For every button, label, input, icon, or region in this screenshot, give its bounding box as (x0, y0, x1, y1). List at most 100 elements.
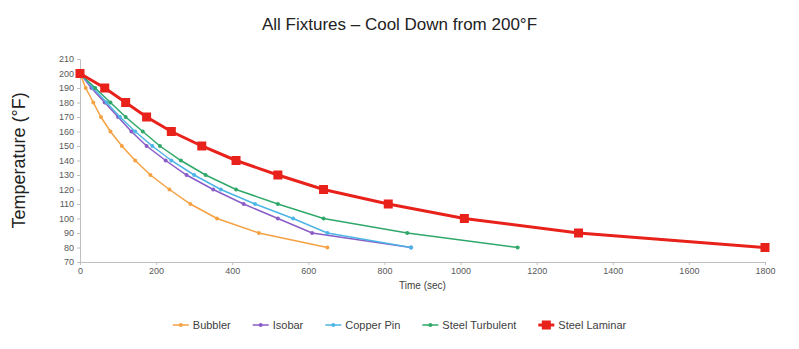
x-tick-mark (384, 262, 385, 265)
y-tick-mark (77, 132, 80, 133)
x-tick: 0 (78, 262, 83, 276)
series-line (80, 74, 765, 248)
x-tick-label: 600 (301, 266, 316, 276)
series (78, 72, 520, 250)
x-tick-mark (232, 262, 233, 265)
point (93, 86, 97, 90)
legend-item: Bubbler (173, 319, 231, 331)
point (118, 115, 122, 119)
point (232, 156, 241, 165)
legend-marker (428, 323, 432, 327)
point (409, 246, 413, 250)
y-tick-label: 210 (59, 54, 74, 64)
series (76, 69, 770, 252)
y-tick: 210 (59, 54, 80, 64)
y-tick-label: 160 (59, 127, 74, 137)
legend-label: Steel Turbulent (442, 319, 516, 331)
y-tick-label: 140 (59, 156, 74, 166)
x-tick-label: 800 (377, 266, 392, 276)
y-tick-label: 90 (64, 228, 74, 238)
point (148, 173, 152, 177)
series-line (80, 74, 327, 248)
x-tick-label: 1200 (527, 266, 547, 276)
x-tick-label: 200 (149, 266, 164, 276)
title: All Fixtures – Cool Down from 200°F (262, 15, 537, 34)
point (164, 159, 168, 163)
point (179, 159, 183, 163)
y-tick: 100 (59, 214, 80, 224)
series (78, 72, 413, 250)
point (405, 231, 409, 235)
chart: All Fixtures – Cool Down from 200°F 0 200 4… (0, 0, 799, 349)
point (325, 246, 329, 250)
x-tick-mark (613, 262, 614, 265)
x-tick: 1000 (451, 262, 471, 276)
y-tick-mark (77, 190, 80, 191)
y-axis-line (77, 60, 81, 263)
point (215, 217, 219, 221)
point (219, 188, 223, 192)
y-tick: 110 (60, 199, 80, 209)
point (242, 202, 246, 206)
series-line (80, 74, 518, 248)
legend-marker (179, 323, 183, 327)
point (291, 217, 295, 221)
y-tick: 160 (59, 127, 80, 137)
y-tick-mark (77, 175, 80, 176)
y-tick-mark (77, 248, 80, 249)
y-tick: 90 (64, 228, 80, 238)
point (100, 84, 109, 93)
point (133, 159, 137, 163)
point (84, 86, 88, 90)
point (276, 202, 280, 206)
y-tick-mark (77, 59, 80, 60)
x-axis-title: Time (sec) (399, 280, 446, 291)
x-tick: 1800 (755, 262, 775, 276)
point (142, 113, 151, 122)
x-tick-mark (308, 262, 309, 265)
series-line (80, 74, 411, 248)
point (319, 185, 328, 194)
legend-label: Copper Pin (345, 319, 400, 331)
series-line (80, 74, 411, 248)
y-tick-label: 110 (60, 199, 74, 209)
legend-marker (331, 323, 335, 327)
y-tick-mark (77, 103, 80, 104)
point (211, 188, 215, 192)
point (108, 130, 112, 134)
point (158, 144, 162, 148)
legend-item: Copper Pin (325, 319, 400, 331)
legend-item: Steel Laminar (538, 319, 626, 331)
y-tick-label: 80 (64, 243, 74, 253)
y-tick-label: 200 (59, 69, 74, 79)
legend-label: Isobar (273, 319, 304, 331)
y-tick-label: 120 (59, 185, 74, 195)
point (167, 127, 176, 136)
y-tick-mark (77, 233, 80, 234)
x-tick-mark (461, 262, 462, 265)
point (124, 115, 128, 119)
x-tick: 400 (225, 262, 240, 276)
point (516, 246, 520, 250)
x-tick-label: 400 (225, 266, 240, 276)
point (384, 200, 393, 209)
y-tick: 130 (59, 170, 80, 180)
point (121, 98, 130, 107)
point (192, 173, 196, 177)
x-tick-mark (537, 262, 538, 265)
y-tick-mark (77, 88, 80, 89)
y-tick: 150 (59, 141, 80, 151)
y-axis-title: Temperature (°F) (9, 92, 29, 228)
plot-area (76, 69, 770, 252)
y-axis: 7080901001101201301401501601701801902002… (59, 54, 81, 267)
y-tick: 140 (59, 156, 80, 166)
y-tick-mark (77, 219, 80, 220)
legend-item: Steel Turbulent (422, 319, 516, 331)
point (167, 188, 171, 192)
point (169, 159, 173, 163)
x-tick: 1400 (603, 262, 623, 276)
x-tick: 1200 (527, 262, 547, 276)
y-tick: 120 (59, 185, 80, 195)
y-tick-label: 170 (59, 112, 74, 122)
legend-item: Isobar (253, 319, 304, 331)
